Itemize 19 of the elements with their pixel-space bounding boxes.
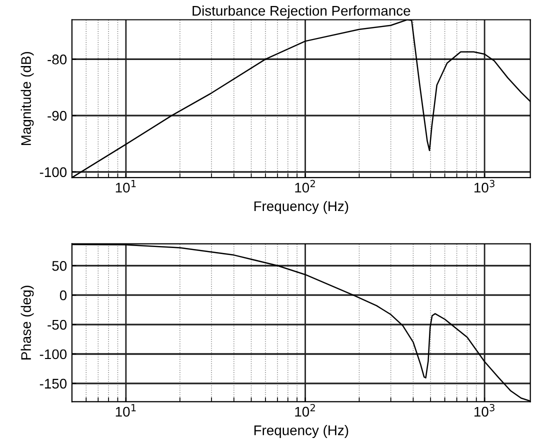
x-tick-label: 10$^{1}$ (116, 180, 136, 193)
y-tick-label: 50 (52, 260, 67, 271)
chart-title: Disturbance Rejection Performance (192, 6, 410, 18)
y-tick-label: 0 (60, 290, 67, 300)
x-tick-label: 10$^{1}$ (116, 404, 136, 417)
x-axis-title: Frequency (Hz) (254, 200, 348, 214)
y-tick-label: -100 (40, 167, 67, 178)
x-tick-label: 10$^{3}$ (474, 404, 494, 417)
y-tick-label: -100 (40, 349, 67, 360)
x-axis-title: Frequency (Hz) (254, 425, 348, 438)
x-tick-label: 10$^{2}$ (295, 404, 315, 417)
y-tick-label: -50 (48, 320, 67, 330)
y-tick-label: -150 (40, 378, 67, 389)
y-tick-label: -90 (48, 110, 67, 121)
x-tick-label: 10$^{3}$ (474, 180, 494, 193)
y-tick-label: -80 (48, 54, 67, 64)
y-axis-title: Magnitude (dB) (20, 52, 34, 145)
y-axis-title: Phase (deg) (20, 286, 34, 360)
x-tick-label: 10$^{2}$ (295, 180, 315, 193)
